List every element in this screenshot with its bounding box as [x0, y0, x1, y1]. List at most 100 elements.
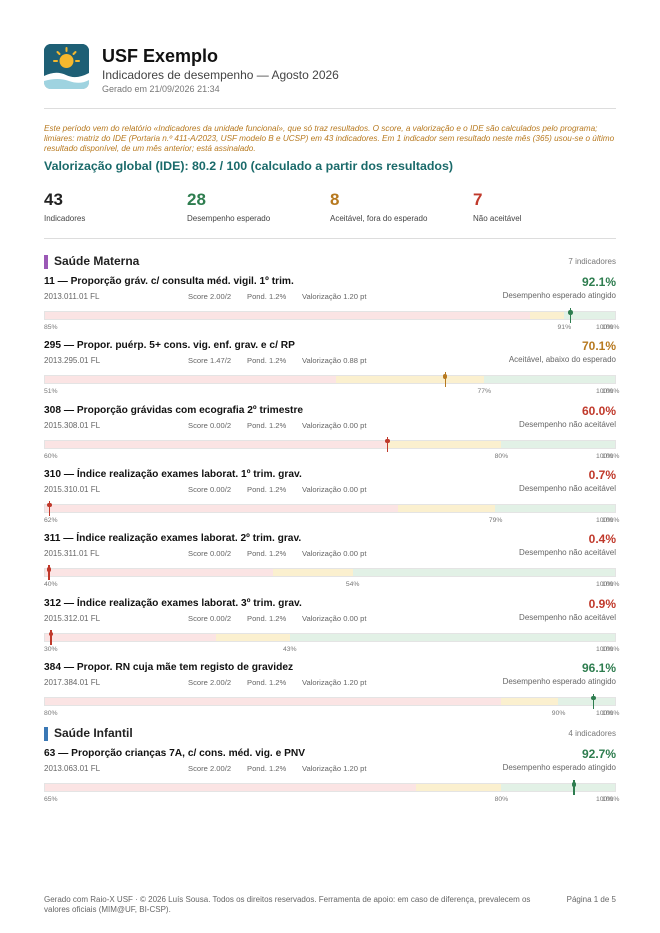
indicator-row: 312 — Índice realização exames laborat. …	[44, 597, 620, 654]
indicator-value: 0.4%	[588, 532, 616, 547]
indicator-score: Score 0.00/2	[188, 549, 232, 559]
band-expected	[558, 697, 615, 705]
threshold-tick-label: 65%	[44, 796, 58, 804]
band-not-acceptable	[45, 633, 216, 641]
indicator-progress-track	[44, 372, 616, 388]
report-title: USF Exemplo	[102, 46, 219, 66]
indicator-weight: Pond. 1.2%	[247, 484, 287, 494]
threshold-tick-label: 60%	[44, 452, 58, 460]
indicator-weight: Pond. 1.2%	[247, 764, 287, 774]
sun-landscape-icon	[44, 44, 89, 89]
threshold-tick-label: 90%	[551, 709, 566, 717]
threshold-tick-label: 100%	[602, 645, 620, 653]
indicator-code: 2017.384.01 FL	[44, 677, 101, 687]
indicator-weight: Pond. 1.2%	[247, 356, 287, 366]
indicator-status: Desempenho não aceitável	[519, 419, 616, 429]
band-expected	[483, 376, 615, 384]
section-title: Saúde Infantil	[54, 726, 133, 741]
indicator-value: 96.1%	[581, 660, 616, 675]
indicator-value-marker	[568, 308, 573, 323]
indicator-row: 295 — Propor. puérp. 5+ cons. vig. enf. …	[44, 339, 619, 396]
indicator-row: 308 — Proporção grávidas com ecografia 2…	[44, 403, 619, 461]
indicator-value: 60.0%	[581, 403, 616, 418]
indicator-name: 308 — Proporção grávidas com ecografia 2…	[44, 404, 304, 416]
indicator-name: 384 — Propor. RN cuja mãe tem registo de…	[44, 661, 294, 673]
section-count: 4 indicadores	[568, 729, 616, 739]
indicator-name: 310 — Índice realização exames laborat. …	[44, 468, 302, 480]
indicator-weight: Pond. 1.2%	[247, 677, 287, 687]
indicator-name: 311 — Índice realização exames laborat. …	[44, 533, 302, 545]
threshold-tick-label: 79%	[488, 516, 503, 524]
threshold-tick-label: 100%	[596, 452, 614, 460]
indicator-code: 2015.308.01 FL	[44, 420, 101, 430]
marker-dot	[47, 502, 52, 508]
marker-dot	[385, 438, 390, 444]
indicator-score: Score 0.00/2	[188, 420, 232, 430]
threshold-tick-label: 100%	[596, 645, 614, 653]
kpi-value: 7	[473, 190, 483, 209]
section-title: Saúde Materna	[54, 254, 140, 268]
threshold-tick-label: 100%	[602, 324, 620, 331]
indicator-progress-track	[44, 308, 616, 323]
kpi-label: Aceitável, fora do esperado	[330, 214, 428, 223]
section-color-bar	[44, 727, 48, 742]
indicator-code: 2015.312.01 FL	[44, 613, 101, 623]
indicator-progress-track	[44, 693, 616, 709]
indicator-code: 2015.310.01 FL	[44, 484, 101, 494]
threshold-tick-label: 100%	[596, 388, 614, 396]
threshold-tick-label: 100%	[596, 324, 614, 331]
indicator-value-marker	[385, 436, 390, 452]
indicator-status: Desempenho não aceitável	[519, 483, 616, 493]
band-not-acceptable	[45, 376, 336, 384]
band-expected	[563, 312, 615, 319]
band-not-acceptable	[45, 440, 387, 448]
indicator-valorization: Valorização 0.00 pt	[302, 484, 367, 494]
threshold-tick-label: 80%	[44, 709, 58, 717]
indicator-score: Score 2.00/2	[188, 677, 232, 687]
marker-dot	[571, 782, 577, 787]
indicator-value-marker	[591, 693, 596, 709]
indicator-row: 11 — Proporção gráv. c/ consulta méd. vi…	[44, 275, 620, 332]
indicator-valorization: Valorização 0.00 pt	[302, 549, 367, 559]
report-page: USF Exemplo Indicadores de desempenho — …	[44, 0, 620, 933]
page-number: Página 1 de 5	[566, 895, 616, 904]
indicator-row: 311 — Índice realização exames laborat. …	[44, 532, 620, 589]
band-acceptable	[398, 504, 496, 512]
info-note: Este período vem do relatório «Indicador…	[44, 124, 615, 153]
indicator-status: Desempenho esperado atingido	[502, 676, 616, 686]
threshold-tick-label: 77%	[477, 388, 492, 396]
indicator-code: 2015.311.01 FL	[44, 549, 100, 559]
kpi-value: 43	[44, 190, 63, 209]
threshold-tick-label: 100%	[596, 709, 614, 717]
threshold-tick-label: 100%	[602, 581, 620, 589]
threshold-tick-label: 100%	[596, 516, 614, 524]
band-acceptable	[501, 697, 558, 705]
band-acceptable	[529, 312, 564, 319]
marker-dot	[46, 567, 52, 572]
kpi-total: 43 Indicadores	[44, 190, 184, 223]
indicator-value: 70.1%	[581, 339, 616, 354]
indicator-code: 2013.063.01 FL	[44, 764, 101, 774]
indicator-valorization: Valorização 0.00 pt	[302, 613, 367, 623]
band-not-acceptable	[45, 504, 399, 512]
marker-dot	[591, 695, 596, 701]
indicator-row: 63 — Proporção crianças 7A, c/ cons. méd…	[44, 747, 620, 804]
indicator-name: 295 — Propor. puérp. 5+ cons. vig. enf. …	[44, 340, 295, 352]
indicator-name: 63 — Proporção crianças 7A, c/ cons. méd…	[44, 748, 306, 760]
band-not-acceptable	[45, 784, 416, 792]
kpi-not-acceptable: 7 Não aceitável	[473, 190, 613, 223]
band-expected	[352, 569, 615, 577]
band-expected	[501, 440, 615, 448]
footer-text: Gerado com Raio-X USF · © 2026 Luís Sous…	[44, 895, 531, 914]
threshold-tick-label: 100%	[602, 796, 620, 804]
indicator-valorization: Valorização 0.88 pt	[302, 356, 367, 366]
indicator-status: Aceitável, abaixo do esperado	[508, 355, 616, 365]
band-acceptable	[273, 569, 353, 577]
threshold-tick-label: 80%	[494, 796, 509, 804]
threshold-tick-label: 80%	[494, 452, 509, 460]
indicator-name: 312 — Índice realização exames laborat. …	[44, 597, 302, 609]
report-header: USF Exemplo Indicadores de desempenho — …	[44, 44, 616, 104]
marker-dot	[442, 374, 448, 379]
indicator-score: Score 2.00/2	[188, 292, 232, 301]
threshold-tick-label: 100%	[596, 796, 614, 804]
